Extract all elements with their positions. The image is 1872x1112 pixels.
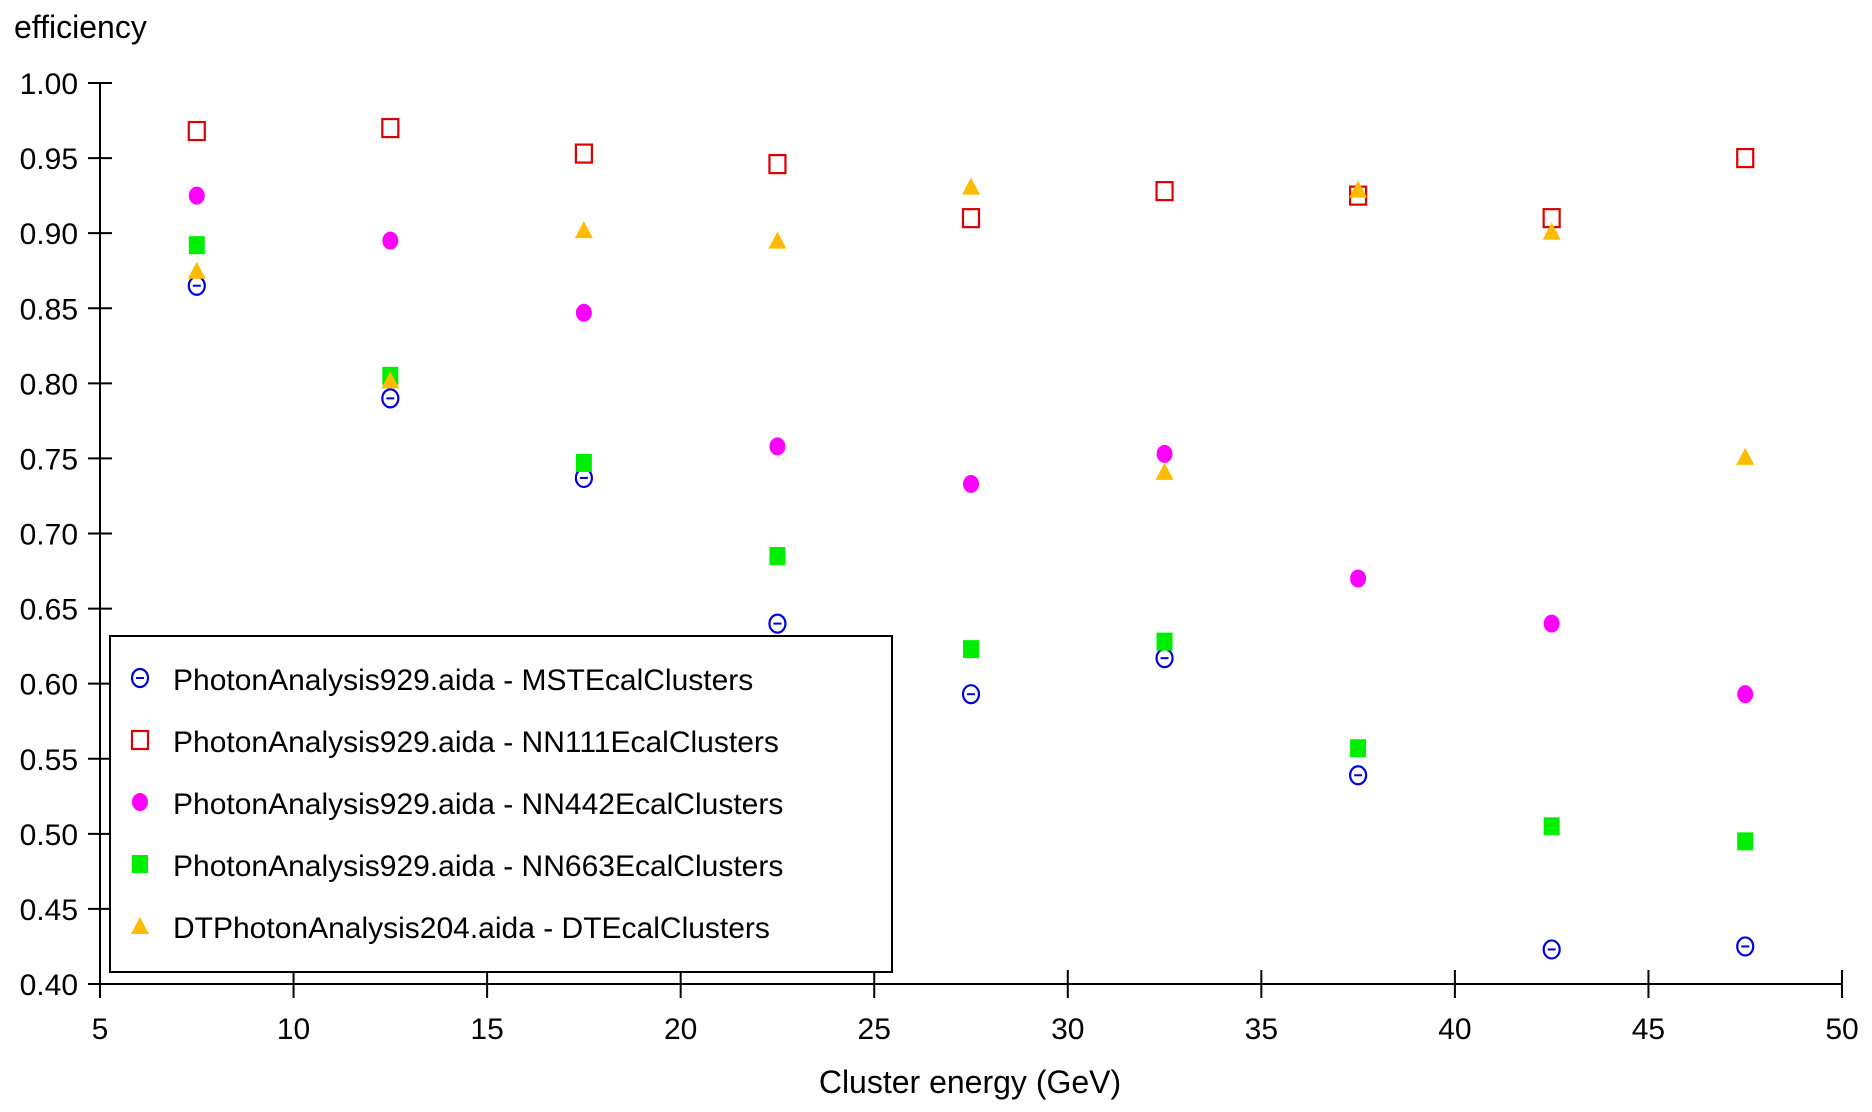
y-tick-label: 0.40 <box>20 969 78 1002</box>
data-point-series-2 <box>1155 181 1174 202</box>
data-point-series-1 <box>381 388 400 409</box>
data-point-series-1 <box>1349 765 1368 786</box>
data-point-series-4 <box>575 453 592 472</box>
data-point-series-2 <box>187 120 206 142</box>
legend-label: PhotonAnalysis929.aida - NN663EcalCluste… <box>173 850 783 883</box>
legend-label: PhotonAnalysis929.aida - NN111EcalCluste… <box>173 726 779 759</box>
data-point-series-3 <box>382 231 399 250</box>
y-tick-label: 0.50 <box>20 819 78 852</box>
data-point-series-4 <box>1350 739 1367 758</box>
x-tick-label: 15 <box>470 1013 503 1046</box>
axes: 5 10 15 20 25 30 35 40 45 50 0.40 0.45 0.50 0.55 0.60 0… <box>20 68 1859 1046</box>
legend-marker-4 <box>132 855 148 873</box>
data-point-series-3 <box>1737 685 1754 704</box>
legend-marker-2 <box>130 729 150 751</box>
x-tick-label: 50 <box>1825 1013 1858 1046</box>
data-point-series-3 <box>188 186 205 205</box>
data-point-series-3 <box>769 437 786 456</box>
data-point-series-1 <box>187 275 206 296</box>
data-point-series-1 <box>1542 939 1561 960</box>
legend-label: DTPhotonAnalysis204.aida - DTEcalCluster… <box>173 912 770 945</box>
data-point-series-4 <box>1543 817 1560 836</box>
data-points <box>187 117 1755 960</box>
y-tick-label: 0.70 <box>20 519 78 552</box>
x-tick-label: 30 <box>1051 1013 1084 1046</box>
data-point-series-3 <box>575 303 592 322</box>
data-point-series-4 <box>1737 832 1754 851</box>
data-point-series-5 <box>962 177 980 195</box>
x-tick-label: 45 <box>1632 1013 1665 1046</box>
y-tick-label: 0.90 <box>20 218 78 251</box>
x-tick-label: 25 <box>858 1013 891 1046</box>
data-point-series-2 <box>381 117 400 139</box>
x-tick-label: 40 <box>1438 1013 1471 1046</box>
data-point-series-2 <box>1736 147 1755 169</box>
x-tick-label: 5 <box>92 1013 109 1046</box>
y-tick-label: 0.85 <box>20 293 78 326</box>
x-axis-title: Cluster energy (GeV) <box>819 1064 1121 1100</box>
y-tick-label: 0.65 <box>20 594 78 627</box>
data-point-series-3 <box>1350 569 1367 588</box>
legend-box <box>109 635 893 973</box>
y-tick-label: 1.00 <box>20 68 78 101</box>
y-tick-label: 0.80 <box>20 368 78 401</box>
x-tick-label: 35 <box>1245 1013 1278 1046</box>
data-point-series-5 <box>574 221 593 239</box>
y-tick-label: 0.45 <box>20 894 78 927</box>
data-point-series-2 <box>768 153 787 175</box>
legend-marker-1 <box>130 667 150 689</box>
legend-label: PhotonAnalysis929.aida - MSTEcalClusters <box>173 664 753 697</box>
legend: PhotonAnalysis929.aida - MSTEcalClusters… <box>109 635 893 973</box>
legend-marker-3 <box>132 793 148 811</box>
data-point-series-1 <box>961 684 981 705</box>
data-point-series-5 <box>1155 462 1174 480</box>
data-point-series-5 <box>187 261 206 279</box>
y-tick-label: 0.55 <box>20 744 78 777</box>
data-point-series-4 <box>963 640 979 659</box>
data-point-series-4 <box>769 547 786 566</box>
data-point-series-4 <box>188 236 205 255</box>
data-point-series-2 <box>574 143 593 164</box>
data-point-series-5 <box>1542 222 1561 240</box>
x-tick-label: 10 <box>277 1013 310 1046</box>
legend-marker-5 <box>131 917 149 934</box>
data-point-series-3 <box>1543 614 1560 633</box>
legend-label: PhotonAnalysis929.aida - NN442EcalCluste… <box>173 788 783 821</box>
data-point-series-4 <box>1156 632 1173 651</box>
data-point-series-1 <box>768 613 787 634</box>
y-tick-label: 0.95 <box>20 143 78 176</box>
y-tick-label: 0.75 <box>20 443 78 476</box>
y-tick-label: 0.60 <box>20 669 78 702</box>
data-point-series-2 <box>961 208 981 229</box>
data-point-series-1 <box>1736 936 1755 957</box>
x-tick-label: 20 <box>664 1013 697 1046</box>
data-point-series-5 <box>381 371 400 389</box>
data-point-series-5 <box>1349 180 1368 198</box>
data-point-series-5 <box>1736 447 1755 465</box>
data-point-series-1 <box>1155 648 1174 669</box>
data-point-series-5 <box>768 231 787 249</box>
y-axis-title: efficiency <box>14 9 147 45</box>
data-point-series-3 <box>1156 444 1173 463</box>
data-point-series-3 <box>963 474 979 493</box>
